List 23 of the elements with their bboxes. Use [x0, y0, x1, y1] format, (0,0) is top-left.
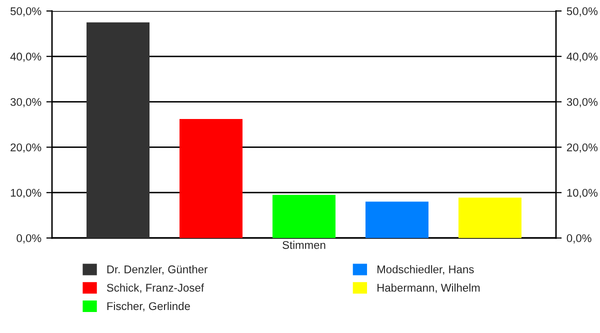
text: 50,0% [566, 7, 598, 16]
text: 40,0% [566, 52, 598, 62]
x-tick-label: Stimmen [282, 240, 326, 249]
bar [458, 198, 522, 238]
text: 0,0% [566, 234, 592, 244]
legend-label: Fischer, Gerlinde [107, 302, 190, 312]
y-tick-label: 10,0% [10, 188, 42, 198]
y-tick-label: 0,0% [16, 234, 42, 244]
legend-label: Schick, Franz-Josef [106, 284, 204, 293]
y-tick-label: 20,0% [10, 143, 42, 153]
y-tick-label: 30,0% [10, 98, 42, 108]
bar [86, 22, 150, 238]
text: 10,0% [567, 188, 598, 198]
legend-label: Habermann, Wilhelm [378, 284, 480, 293]
legend-label: Dr. Denzler, Günther [107, 265, 208, 275]
text: 30,0% [566, 98, 598, 108]
bar [272, 194, 336, 238]
text: 20,0% [566, 143, 598, 153]
legend-label: Modschiedler, Hans [378, 265, 474, 275]
y-tick-label: 50,0% [10, 7, 42, 16]
y-tick-label: 40,0% [10, 52, 42, 62]
bar [180, 119, 243, 238]
bar [365, 202, 428, 238]
